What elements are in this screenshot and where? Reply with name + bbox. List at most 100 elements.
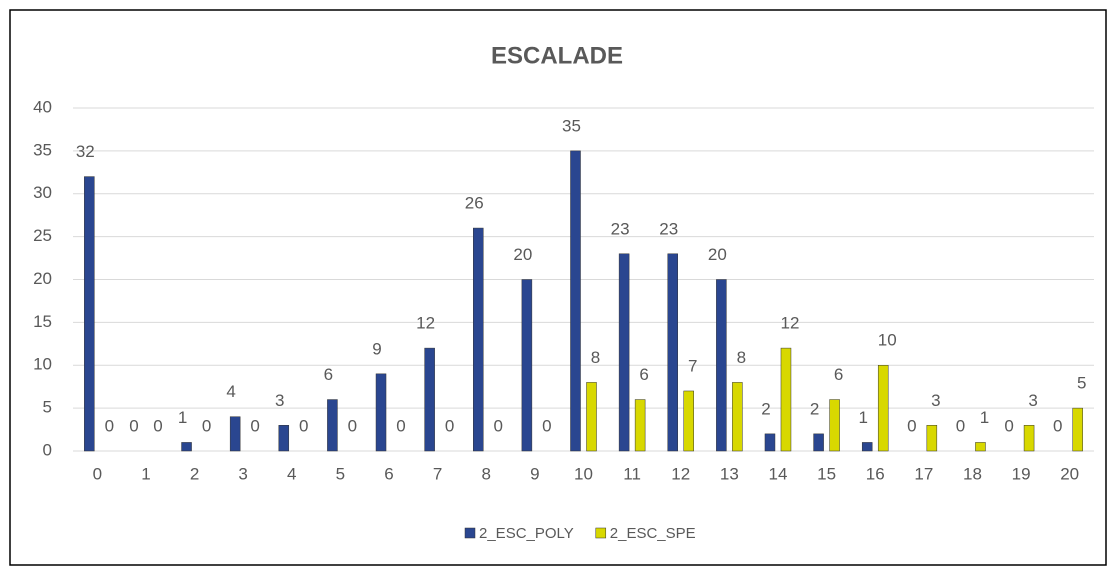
bar bbox=[375, 373, 387, 452]
x-tick-label: 9 bbox=[530, 464, 539, 483]
legend-swatch bbox=[595, 527, 607, 539]
data-label: 32 bbox=[76, 142, 95, 161]
data-label: 0 bbox=[129, 416, 138, 435]
data-label: 0 bbox=[396, 416, 405, 435]
bar bbox=[570, 150, 581, 452]
data-label: 2 bbox=[761, 399, 770, 418]
data-label: 0 bbox=[494, 416, 503, 435]
data-label: 10 bbox=[878, 331, 897, 350]
data-label: 1 bbox=[858, 408, 867, 427]
data-label: 8 bbox=[737, 348, 746, 367]
bar bbox=[667, 253, 678, 452]
data-label: 0 bbox=[299, 416, 308, 435]
bar bbox=[877, 365, 889, 452]
data-label: 6 bbox=[324, 365, 333, 384]
data-label: 23 bbox=[611, 219, 630, 238]
legend-swatch bbox=[464, 527, 476, 539]
data-label: 0 bbox=[153, 416, 162, 435]
bar bbox=[861, 442, 873, 452]
bar bbox=[84, 176, 95, 452]
y-tick-label: 30 bbox=[33, 183, 52, 202]
y-tick-label: 0 bbox=[43, 440, 52, 459]
bar bbox=[1023, 425, 1035, 452]
legend-label: 2_ESC_SPE bbox=[610, 525, 696, 542]
x-tick-label: 17 bbox=[914, 464, 933, 483]
x-tick-label: 7 bbox=[433, 464, 442, 483]
bar bbox=[764, 433, 776, 452]
y-tick-label: 35 bbox=[33, 140, 52, 159]
data-label: 9 bbox=[372, 339, 381, 358]
data-label: 12 bbox=[416, 314, 435, 333]
data-label: 26 bbox=[465, 194, 484, 213]
bar bbox=[586, 382, 597, 452]
data-label: 0 bbox=[105, 416, 114, 435]
data-label: 35 bbox=[562, 116, 581, 135]
x-tick-label: 16 bbox=[866, 464, 885, 483]
data-label: 7 bbox=[688, 356, 697, 375]
legend-label: 2_ESC_POLY bbox=[479, 525, 574, 542]
x-tick-label: 14 bbox=[769, 464, 788, 483]
data-label: 1 bbox=[178, 408, 187, 427]
x-tick-label: 15 bbox=[817, 464, 836, 483]
bar bbox=[683, 390, 694, 452]
data-label: 4 bbox=[226, 382, 235, 401]
y-tick-label: 15 bbox=[33, 312, 52, 331]
x-tick-label: 5 bbox=[336, 464, 345, 483]
data-label: 3 bbox=[931, 391, 940, 410]
data-label: 0 bbox=[202, 416, 211, 435]
data-label: 0 bbox=[445, 416, 454, 435]
y-tick-label: 20 bbox=[33, 269, 52, 288]
data-label: 6 bbox=[639, 365, 648, 384]
data-label: 3 bbox=[275, 391, 284, 410]
bar bbox=[618, 253, 630, 452]
y-tick-label: 5 bbox=[43, 398, 52, 417]
bar bbox=[780, 347, 792, 452]
x-tick-label: 18 bbox=[963, 464, 982, 483]
x-tick-label: 19 bbox=[1012, 464, 1031, 483]
bar bbox=[1072, 407, 1083, 452]
data-label: 0 bbox=[1053, 416, 1062, 435]
bar bbox=[473, 227, 484, 452]
bar bbox=[424, 347, 435, 452]
data-label: 0 bbox=[956, 416, 965, 435]
x-tick-label: 8 bbox=[482, 464, 491, 483]
bar bbox=[521, 279, 533, 452]
x-tick-label: 11 bbox=[623, 464, 641, 483]
data-label: 8 bbox=[591, 348, 600, 367]
bar bbox=[634, 399, 646, 452]
x-tick-label: 6 bbox=[384, 464, 393, 483]
bar bbox=[278, 425, 290, 452]
data-label: 0 bbox=[542, 416, 551, 435]
x-tick-label: 3 bbox=[238, 464, 247, 483]
bar bbox=[813, 433, 824, 452]
data-label: 0 bbox=[1004, 416, 1013, 435]
data-label: 0 bbox=[250, 416, 259, 435]
x-tick-label: 13 bbox=[720, 464, 739, 483]
x-tick-label: 0 bbox=[93, 464, 102, 483]
data-label: 3 bbox=[1028, 391, 1037, 410]
data-label: 0 bbox=[348, 416, 357, 435]
chart-title: ESCALADE bbox=[491, 42, 623, 69]
x-tick-label: 20 bbox=[1060, 464, 1079, 483]
data-label: 6 bbox=[834, 365, 843, 384]
data-label: 12 bbox=[781, 314, 800, 333]
bar bbox=[716, 279, 727, 452]
data-label: 5 bbox=[1077, 374, 1086, 393]
x-tick-label: 10 bbox=[574, 464, 593, 483]
bar bbox=[327, 399, 338, 452]
x-tick-label: 4 bbox=[287, 464, 296, 483]
data-label: 2 bbox=[810, 399, 819, 418]
data-label: 20 bbox=[513, 245, 532, 264]
bar bbox=[229, 416, 241, 452]
bar bbox=[829, 399, 840, 452]
bar bbox=[975, 442, 986, 452]
bar bbox=[181, 442, 192, 452]
data-label: 23 bbox=[659, 219, 678, 238]
x-tick-label: 1 bbox=[141, 464, 150, 483]
x-tick-label: 2 bbox=[190, 464, 199, 483]
bar bbox=[732, 382, 743, 452]
y-tick-label: 10 bbox=[33, 355, 52, 374]
y-tick-label: 25 bbox=[33, 226, 52, 245]
x-tick-label: 12 bbox=[671, 464, 690, 483]
